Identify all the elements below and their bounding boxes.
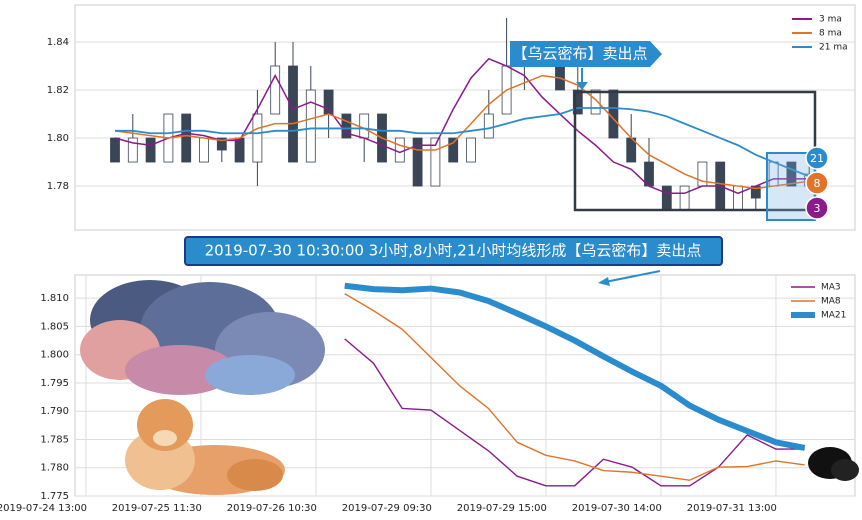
badge-label: 21 [810, 152, 824, 165]
candle-body [288, 65, 298, 163]
legend-label: MA3 [821, 283, 841, 293]
annotation-arrow [510, 41, 662, 67]
plot-frame [74, 4, 856, 231]
candle-body [608, 89, 619, 139]
y-tick-label: 1.805 [40, 321, 69, 332]
candle-body [661, 185, 672, 211]
ma-line [344, 282, 806, 451]
x-tick-label: 2019-07-30 14:00 [572, 503, 662, 514]
y-tick-label: 1.790 [40, 406, 69, 417]
x-tick-label: 2019-07-29 09:30 [342, 503, 432, 514]
candle-body [679, 185, 690, 211]
candle-body [199, 137, 209, 163]
ma-line [344, 338, 805, 487]
candle-body [590, 89, 601, 115]
candle-body [145, 137, 156, 163]
annotation-pointer-head [576, 82, 588, 90]
legend-label: 8 ma [819, 29, 842, 39]
x-tick-label: 2019-07-29 15:00 [457, 503, 547, 514]
candle-body [252, 113, 263, 163]
candle-body [430, 137, 441, 187]
candle-body [394, 137, 405, 163]
annotation-pointer-head [598, 277, 610, 286]
candle-body [234, 137, 245, 163]
legend-label: MA21 [821, 311, 846, 321]
candle-body [181, 113, 192, 163]
ma-line [115, 107, 810, 178]
candle-body [127, 137, 138, 163]
badge [805, 146, 829, 170]
candle-body [466, 137, 476, 163]
legend-label: 3 ma [819, 15, 842, 25]
annotation: 【乌云密布】卖出点 [512, 45, 647, 63]
y-tick-label: 1.78 [47, 181, 69, 192]
y-tick-label: 1.84 [47, 37, 69, 48]
candle-body [216, 137, 227, 151]
candle-body [697, 161, 708, 187]
candle-body [110, 137, 120, 163]
candle-body [786, 161, 797, 187]
candle-body [270, 65, 281, 115]
x-tick-label: 2019-07-31 13:00 [687, 503, 777, 514]
y-tick-label: 1.810 [40, 293, 69, 304]
ma-line [114, 74, 810, 190]
y-tick-label: 1.775 [40, 491, 69, 502]
candle-body [359, 113, 370, 139]
badge-label: 3 [814, 202, 821, 215]
y-tick-label: 1.800 [40, 350, 69, 361]
candle-body [572, 89, 583, 115]
annotation: 2019-07-30 10:30:00 3小时,8小时,21小时均线形成【乌云密… [205, 242, 702, 260]
annotation-pointer [604, 270, 661, 283]
badge-label: 8 [814, 177, 821, 190]
x-tick-label: 2019-07-25 11:30 [112, 503, 202, 514]
badge [805, 196, 829, 220]
badge [805, 171, 829, 195]
ma-line [114, 57, 810, 195]
y-tick-label: 1.780 [40, 463, 69, 474]
candle-body [448, 137, 459, 163]
decoration [80, 280, 859, 495]
legend-label: 21 ma [819, 43, 848, 53]
x-tick-label: 2019-07-26 10:30 [227, 503, 317, 514]
y-tick-label: 1.82 [47, 85, 69, 96]
legend-label: MA8 [821, 297, 841, 307]
candle-body [483, 113, 494, 139]
candle-body [412, 137, 423, 187]
candle-body [305, 89, 316, 163]
annotation-box [184, 236, 723, 266]
y-tick-label: 1.785 [40, 434, 69, 445]
x-tick-label: 2019-07-24 13:00 [0, 503, 87, 514]
candle-body [733, 185, 743, 211]
y-tick-label: 1.80 [47, 133, 69, 144]
ma-line [344, 293, 805, 481]
y-tick-label: 1.795 [40, 378, 69, 389]
